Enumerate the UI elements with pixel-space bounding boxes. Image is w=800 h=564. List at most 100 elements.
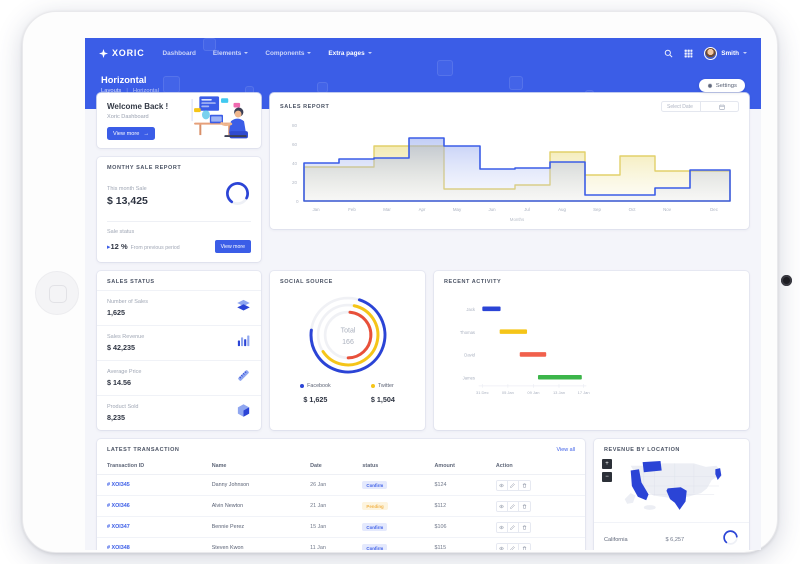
nav-item-dashboard[interactable]: Dashboard <box>163 50 196 57</box>
cell-transaction-id[interactable]: # XOI345 <box>97 474 208 496</box>
eye-icon[interactable] <box>496 543 508 550</box>
trash-icon[interactable] <box>518 480 530 490</box>
monthly-view-more-button[interactable]: View more <box>214 240 251 253</box>
select-date-input[interactable]: Select Date <box>661 101 739 112</box>
svg-text:40: 40 <box>292 161 298 166</box>
settings-label: Settings <box>715 82 737 89</box>
percent-value: 12 % <box>110 242 128 251</box>
action-button-group <box>495 479 531 491</box>
welcome-subtitle: Xoric Dashboard <box>107 114 149 120</box>
decor-square <box>317 82 328 93</box>
pencil-icon[interactable] <box>507 522 519 532</box>
percent-caption: From previous period <box>130 245 180 251</box>
map-zoom-out-button[interactable]: − <box>602 472 612 482</box>
map-zoom-in-button[interactable]: + <box>602 459 612 469</box>
svg-text:0: 0 <box>296 199 299 204</box>
location-progress-donut <box>722 529 739 550</box>
social-source-title: SOCIAL SOURCE <box>280 279 333 285</box>
pencil-icon[interactable] <box>507 480 519 490</box>
user-menu[interactable]: Smith <box>704 46 747 60</box>
trash-icon[interactable] <box>518 543 530 550</box>
table-header-row: Transaction ID Name Date status Amount A… <box>97 459 585 475</box>
cell-name: Danny Johnson <box>207 474 307 496</box>
svg-text:Apr: Apr <box>419 207 426 212</box>
settings-button[interactable]: Settings <box>698 79 745 92</box>
legend-dot-twitter <box>370 384 375 388</box>
cell-date: 26 Jan <box>306 474 359 496</box>
item-label: Average Price <box>107 369 142 375</box>
trash-icon[interactable] <box>518 501 530 511</box>
svg-text:Jack: Jack <box>466 307 476 312</box>
cell-amount: $124 <box>430 474 492 496</box>
eye-icon[interactable] <box>496 501 508 511</box>
pencil-icon[interactable] <box>507 543 519 550</box>
cell-action <box>491 495 585 517</box>
layers-icon <box>236 298 251 318</box>
table-row[interactable]: # XOI347 Bennie Perez 15 Jan Confirm $106 <box>97 516 585 538</box>
front-camera <box>781 275 792 286</box>
view-all-link[interactable]: View all <box>556 447 575 453</box>
cell-name: Steven Kwon <box>207 537 307 550</box>
sales-report-header: SALES REPORT Select Date <box>270 93 749 112</box>
status-badge: Confirm <box>362 544 388 550</box>
pencil-icon[interactable] <box>507 501 519 511</box>
cell-name: Alvin Newton <box>207 495 307 517</box>
action-button-group <box>495 542 531 550</box>
search-icon[interactable] <box>664 49 673 58</box>
svg-text:166: 166 <box>342 339 354 346</box>
column-amount: Amount <box>430 459 492 475</box>
dashboard-content: Welcome Back ! Xoric Dashboard View more… <box>85 93 761 550</box>
us-map[interactable] <box>594 453 749 522</box>
user-name: Smith <box>721 49 739 57</box>
trash-icon[interactable] <box>518 522 530 532</box>
nav-item-components[interactable]: Components <box>265 50 312 57</box>
svg-text:13 Jan: 13 Jan <box>553 390 565 395</box>
brand-logo[interactable]: XORIC <box>99 48 145 58</box>
table-row[interactable]: # XOI346 Alvin Newton 21 Jan Pending $112 <box>97 495 585 517</box>
svg-text:60: 60 <box>292 142 298 147</box>
ruler-icon <box>236 368 251 388</box>
social-source-legend: Facebook $ 1,625 Twitter $ 1,504 <box>280 383 415 404</box>
box-icon <box>236 403 251 423</box>
welcome-view-more-label: View more <box>113 130 140 137</box>
welcome-view-more-button[interactable]: View more → <box>107 127 155 140</box>
calendar-icon[interactable] <box>699 102 739 111</box>
decor-square <box>163 76 180 93</box>
page-title: Horizontal <box>101 75 147 85</box>
svg-text:James: James <box>463 376 475 381</box>
cell-transaction-id[interactable]: # XOI348 <box>97 537 208 550</box>
legend-item-facebook: Facebook $ 1,625 <box>300 383 331 404</box>
social-source-radial-chart: Total 166 <box>280 291 415 379</box>
navbar: XORIC Dashboard Elements Components <box>85 38 761 65</box>
table-row[interactable]: # XOI345 Danny Johnson 26 Jan Confirm $124 <box>97 474 585 496</box>
breadcrumb-item-layouts[interactable]: Layouts <box>101 88 122 94</box>
nav-item-elements[interactable]: Elements <box>212 49 249 57</box>
cell-transaction-id[interactable]: # XOI347 <box>97 516 208 538</box>
item-value: $ 14.56 <box>107 378 131 387</box>
svg-text:09 Jan: 09 Jan <box>527 390 539 395</box>
cell-status: Confirm <box>358 516 431 538</box>
table-row[interactable]: # XOI348 Steven Kwon 11 Jan Confirm $115 <box>97 537 585 550</box>
decor-square <box>203 38 216 51</box>
column-transaction-id: Transaction ID <box>97 459 208 475</box>
cell-transaction-id[interactable]: # XOI346 <box>97 495 208 517</box>
sales-status-card: SALES STATUS Number of Sales 1,625 <box>97 271 261 430</box>
home-button[interactable] <box>35 271 79 315</box>
latest-transaction-card: LATEST TRANSACTION View all Transaction … <box>97 439 585 550</box>
monthly-sale-top: This month Sale $ 13,425 <box>107 180 251 212</box>
eye-icon[interactable] <box>496 522 508 532</box>
legend-value: $ 1,504 <box>370 395 395 404</box>
revenue-location-title: REVENUE BY LOCATION <box>604 447 680 453</box>
apps-grid-icon[interactable] <box>684 49 693 58</box>
navbar-right: Smith <box>664 46 747 60</box>
cell-action <box>491 537 585 550</box>
sales-status-title: SALES STATUS <box>107 279 155 285</box>
svg-text:Months: Months <box>510 217 525 222</box>
nav-label: Elements <box>212 49 242 57</box>
revenue-by-location-card: REVENUE BY LOCATION + − <box>594 439 749 550</box>
nav-item-extra-pages[interactable]: Extra pages <box>328 50 372 57</box>
svg-text:Sep: Sep <box>593 207 601 212</box>
gear-icon <box>707 82 712 88</box>
eye-icon[interactable] <box>496 480 508 490</box>
